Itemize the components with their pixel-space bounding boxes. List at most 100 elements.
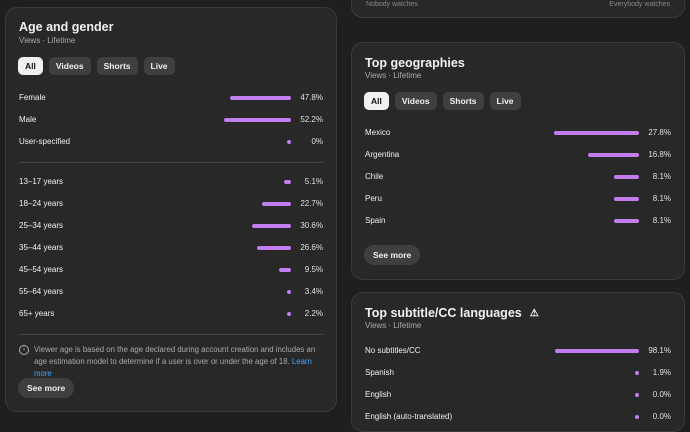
row-label: Peru [365,194,382,203]
section-divider [19,162,323,163]
row-label: Chile [365,172,384,181]
see-more-button[interactable]: See more [364,245,421,265]
row-value: 1.9% [652,368,671,377]
info-icon: i [19,345,29,355]
age-row: 45–54 years 9.5% [19,264,323,276]
geo-row: Mexico 27.8% [365,127,671,139]
gender-row: Female 47.8% [19,92,323,104]
row-label: 35–44 years [19,243,64,252]
row-bar [252,224,291,228]
card-title-text: Top subtitle/CC languages [365,306,522,320]
row-label: 25–34 years [19,221,64,230]
learn-more-link[interactable]: Learn more [34,357,312,378]
age-row: 55–64 years 3.4% [19,286,323,298]
top-geographies-card: Top geographies Views · Lifetime All Vid… [351,42,685,280]
card-subtitle: Views · Lifetime [19,36,76,45]
row-label: Spanish [365,368,394,377]
row-label: English [365,390,392,399]
row-value: 8.1% [652,172,671,181]
row-bar [287,312,291,316]
row-value: 98.1% [648,346,671,355]
row-bar [635,371,639,375]
geo-row: Argentina 16.8% [365,149,671,161]
row-label: 18–24 years [19,199,64,208]
chip-all[interactable]: All [18,57,43,75]
card-title: Top geographies [365,56,465,70]
chip-videos[interactable]: Videos [48,57,91,75]
row-value: 8.1% [652,194,671,203]
row-label: Mexico [365,128,391,137]
geo-row: Chile 8.1% [365,171,671,183]
chip-shorts[interactable]: Shorts [442,92,484,110]
warning-icon[interactable]: ⚠ [529,308,539,319]
row-bar [635,393,639,397]
section-divider [19,334,323,335]
row-value: 3.4% [304,287,323,296]
language-row: No subtitles/CC 98.1% [365,345,671,357]
row-bar [614,197,639,201]
row-value: 22.7% [300,199,323,208]
row-bar [257,246,291,250]
card-subtitle: Views · Lifetime [365,71,422,80]
card-title: Age and gender [19,20,114,34]
row-bar [555,349,639,353]
row-bar [588,153,639,157]
everybody-watches-label: Everybody watches [609,1,670,8]
chip-live[interactable]: Live [143,57,175,75]
row-label: 55–64 years [19,287,64,296]
row-label: 45–54 years [19,265,64,274]
row-value: 16.8% [648,150,671,159]
chip-live[interactable]: Live [489,92,521,110]
row-value: 30.6% [300,221,323,230]
gender-row: Male 52.2% [19,114,323,126]
age-row: 25–34 years 30.6% [19,220,323,232]
see-more-button[interactable]: See more [18,378,75,398]
row-bar [262,202,291,206]
age-row: 13–17 years 5.1% [19,176,323,188]
row-label: Spain [365,216,386,225]
filter-chips: All Videos Shorts Live [18,57,175,75]
row-bar [614,219,639,223]
age-row: 65+ years 2.2% [19,308,323,320]
row-label: 65+ years [19,309,55,318]
age-row: 18–24 years 22.7% [19,198,323,210]
language-row: English 0.0% [365,389,671,401]
row-value: 5.1% [304,177,323,186]
language-row: English (auto-translated) 0.0% [365,411,671,423]
row-bar [224,118,291,122]
row-bar [287,140,291,144]
row-bar [287,290,291,294]
row-value: 0.0% [652,412,671,421]
note-text: Viewer age is based on the age declared … [34,345,316,366]
row-label: Female [19,93,46,102]
nobody-watches-label: Nobody watches [366,1,418,8]
row-label: English (auto-translated) [365,412,453,421]
row-value: 52.2% [300,115,323,124]
chip-all[interactable]: All [364,92,389,110]
card-title: Top subtitle/CC languages ⚠ [365,306,539,320]
row-bar [635,415,639,419]
row-bar [614,175,639,179]
row-bar [230,96,291,100]
age-gender-card: Age and gender Views · Lifetime All Vide… [5,7,337,412]
row-bar [284,180,291,184]
top-subtitle-languages-card: Top subtitle/CC languages ⚠ Views · Lifet… [351,292,685,432]
geo-row: Spain 8.1% [365,215,671,227]
row-label: No subtitles/CC [365,346,421,355]
row-value: 47.8% [300,93,323,102]
row-value: 9.5% [304,265,323,274]
age-row: 35–44 years 26.6% [19,242,323,254]
row-bar [554,131,639,135]
row-value: 2.2% [304,309,323,318]
row-label: User-specified [19,137,71,146]
age-note: i Viewer age is based on the age declare… [19,344,322,380]
partial-card-top: Nobody watches Everybody watches [351,0,685,18]
row-value: 26.6% [300,243,323,252]
row-label: Male [19,115,37,124]
filter-chips: All Videos Shorts Live [364,92,521,110]
row-value: 0% [311,137,323,146]
geo-row: Peru 8.1% [365,193,671,205]
row-value: 0.0% [652,390,671,399]
chip-shorts[interactable]: Shorts [96,57,138,75]
chip-videos[interactable]: Videos [394,92,437,110]
